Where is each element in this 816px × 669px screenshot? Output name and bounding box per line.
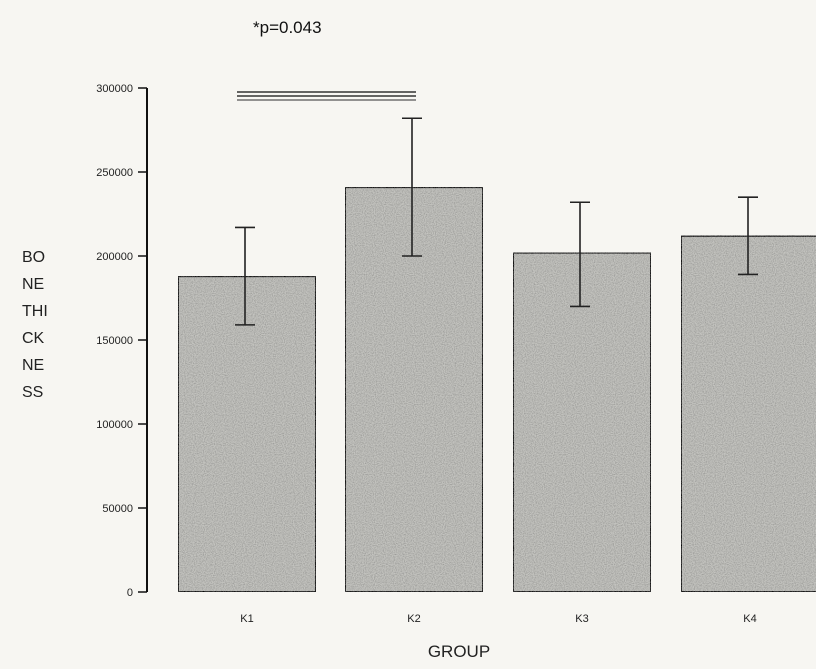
y-axis-label-line: THI	[22, 303, 48, 320]
y-tick-label: 200000	[96, 251, 133, 263]
bar-k4	[680, 234, 816, 593]
x-axis-label: GROUP	[428, 642, 490, 661]
y-tick-label: 250000	[96, 167, 133, 179]
y-axis-label-line: SS	[22, 384, 43, 401]
y-axis-label: BO NE THI CK NE SS	[22, 249, 48, 401]
y-axis-label-line: BO	[22, 249, 45, 266]
significance-bracket	[237, 91, 416, 101]
bars	[177, 186, 816, 593]
bar-k2	[344, 186, 484, 593]
x-tick-label: K1	[240, 613, 253, 625]
x-tick-label: K2	[407, 613, 420, 625]
y-axis-label-line: NE	[22, 276, 44, 293]
x-tick-label: K3	[575, 613, 588, 625]
y-tick-label: 100000	[96, 419, 133, 431]
y-axis-label-line: NE	[22, 357, 44, 374]
axes: 0 50000 100000 150000 200000 250000 300000 K1 K2…	[96, 83, 756, 625]
y-tick-label: 0	[127, 587, 133, 599]
bar-k3	[512, 251, 652, 593]
y-tick-label: 300000	[96, 83, 133, 95]
y-axis-label-line: CK	[22, 330, 45, 347]
bar-k1	[177, 275, 317, 593]
x-tick-label: K4	[743, 613, 756, 625]
p-value-annotation: *p=0.043	[253, 18, 322, 37]
y-tick-label: 150000	[96, 335, 133, 347]
y-tick-label: 50000	[102, 503, 133, 515]
error-bars	[235, 117, 758, 326]
